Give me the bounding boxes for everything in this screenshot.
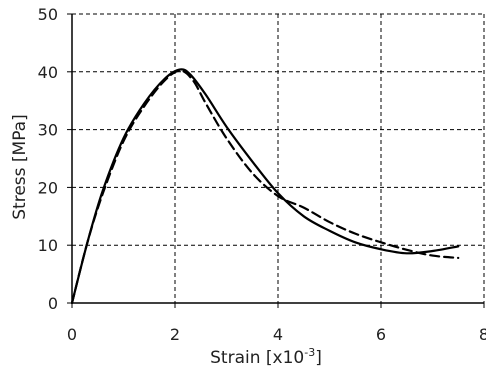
series-line-solid [70, 68, 460, 305]
x-tick-label-6: 6 [376, 325, 386, 344]
tick-labels: 0 2 4 6 8 0 10 20 30 40 50 [38, 5, 486, 344]
y-tick-label-20: 20 [38, 178, 58, 197]
y-tick-label-40: 40 [38, 63, 58, 82]
x-axis-title: Strain [x10-3] [210, 346, 322, 368]
x-tick-label-4: 4 [273, 325, 283, 344]
x-axis-title-suffix: ] [315, 348, 322, 368]
y-tick-label-50: 50 [38, 5, 58, 24]
x-tick-label-0: 0 [67, 325, 77, 344]
series-line-dashed [70, 69, 460, 305]
x-axis-title-base: Strain [x10 [210, 348, 304, 368]
y-axis-title: Stress [MPa] [10, 114, 30, 220]
x-tick-label-8: 8 [479, 325, 486, 344]
y-tick-label-10: 10 [38, 236, 58, 255]
y-tick-label-30: 30 [38, 121, 58, 140]
axes [67, 13, 485, 308]
series-lines [70, 68, 460, 305]
x-axis-title-exponent: -3 [304, 346, 315, 359]
gridlines [72, 13, 485, 303]
x-tick-label-2: 2 [170, 325, 180, 344]
y-tick-label-0: 0 [48, 294, 58, 313]
